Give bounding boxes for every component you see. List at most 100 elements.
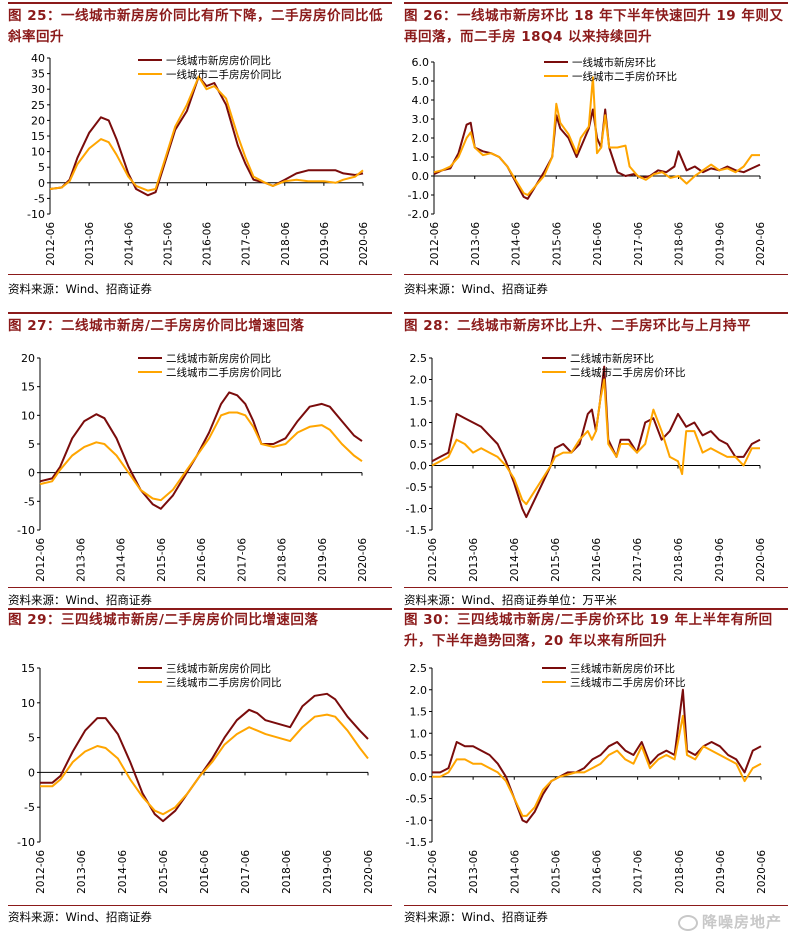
x-tick-label: 2012-06 — [35, 538, 47, 582]
x-tick-label: 2020-06 — [755, 538, 767, 582]
y-tick-label: -5 — [34, 192, 45, 205]
legend-label: 三线城市新房房价环比 — [570, 662, 675, 675]
y-tick-label: 0.0 — [410, 460, 428, 473]
x-tick-label: 2017-06 — [633, 222, 645, 266]
y-tick-label: 10 — [21, 409, 35, 422]
series-line — [432, 688, 762, 824]
x-tick-label: 2017-06 — [632, 538, 644, 582]
x-tick-label: 2013-06 — [75, 538, 87, 582]
x-tick-label: 2014-06 — [116, 538, 128, 582]
y-tick-label: 10 — [21, 697, 35, 710]
x-tick-label: 2017-06 — [633, 850, 645, 894]
title-rule — [8, 2, 392, 4]
chart-panel-25: 图 25：一线城市新房房价同比有所下降，二手房房价同比低斜率回升 -10 -5 0 5… — [8, 0, 392, 310]
line-chart: -1.5 -1.0 -0.5 0.0 0.5 1.0 1.5 2.0 2.5 2012-06 201… — [406, 662, 768, 894]
y-tick-label: 15 — [21, 381, 35, 394]
y-tick-label: -10 — [17, 524, 35, 537]
series-line — [39, 391, 363, 510]
x-tick-label: 2020-06 — [755, 222, 767, 266]
y-tick-label: -1.0 — [406, 814, 427, 827]
y-tick-label: 2.5 — [410, 352, 428, 365]
line-chart: -10 -5 0 5 10 15 20 25 30 35 40 2012-06 2013-06 2014-… — [27, 52, 370, 266]
x-tick-label: 2018-06 — [673, 538, 685, 582]
x-tick-label: 2019-06 — [715, 850, 727, 894]
x-tick-label: 2014-06 — [123, 222, 135, 266]
legend-label: 一线城市二手房房价同比 — [166, 68, 282, 81]
source-note: 资料来源：Wind、招商证券 — [8, 910, 152, 924]
y-tick-label: 30 — [31, 83, 45, 96]
x-tick-label: 2016-06 — [199, 850, 211, 894]
x-tick-label: 2016-06 — [202, 222, 214, 266]
x-tick-label: 2019-06 — [319, 222, 331, 266]
y-tick-label: 4.0 — [412, 94, 430, 107]
y-tick-label: 15 — [21, 662, 35, 675]
source-rule — [8, 274, 392, 275]
x-tick-label: 2014-06 — [509, 850, 521, 894]
y-tick-label: 0 — [28, 766, 35, 779]
brand-name: 降噪房地产 — [701, 913, 782, 931]
x-tick-label: 2016-06 — [592, 850, 604, 894]
y-tick-label: 20 — [31, 114, 45, 127]
x-tick-label: 2018-06 — [277, 538, 289, 582]
legend-label: 三线城市新房房价同比 — [166, 662, 271, 675]
y-tick-label: -1.0 — [408, 189, 429, 202]
x-tick-label: 2013-06 — [84, 222, 96, 266]
source-rule — [404, 905, 788, 906]
x-tick-label: 2013-06 — [468, 538, 480, 582]
chart-title: 图 25：一线城市新房房价同比有所下降，二手房房价同比低斜率回升 — [8, 8, 383, 45]
series-line — [40, 692, 369, 823]
x-tick-label: 2018-06 — [281, 850, 293, 894]
y-tick-label: -10 — [27, 208, 45, 221]
y-tick-label: 5 — [28, 438, 35, 451]
line-chart: -10 -5 0 5 10 15 2012-06 2013-06 2014-06 2015-06 2… — [17, 662, 375, 894]
title-rule — [404, 312, 788, 314]
line-chart: -1.5 -1.0 -0.5 0.0 0.5 1.0 1.5 2.0 2.5 2012-06 201… — [406, 352, 767, 582]
chart-title: 图 28：二线城市新房环比上升、二手房环比与上月持平 — [404, 318, 751, 334]
y-tick-label: 1.0 — [412, 151, 430, 164]
series-line — [433, 76, 760, 196]
y-tick-label: -10 — [17, 836, 35, 849]
series-line — [39, 411, 363, 502]
y-tick-label: -1.5 — [406, 836, 427, 849]
x-tick-label: 2018-06 — [674, 222, 686, 266]
y-tick-label: 15 — [31, 130, 45, 143]
y-tick-label: -2.0 — [408, 208, 429, 221]
source-note: 资料来源：Wind、招商证券单位：万平米 — [404, 593, 617, 607]
line-chart: -10 -5 0 5 10 15 20 2012-06 2013-06 2014-06 2015-0… — [17, 352, 369, 582]
x-tick-label: 2015-06 — [162, 222, 174, 266]
y-tick-label: 5.0 — [412, 75, 430, 88]
source-note: 资料来源：Wind、招商证券 — [8, 282, 152, 296]
y-tick-label: 6.0 — [412, 56, 430, 69]
chart-panel-26: 图 26：一线城市新房环比 18 年下半年快速回升 19 年则又再回落，而二手房… — [404, 0, 788, 310]
chart-panel-28: 图 28：二线城市新房环比上升、二手房环比与上月持平 -1.5 -1.0 -0.5 0… — [404, 310, 788, 620]
y-tick-label: 5 — [28, 732, 35, 745]
source-rule — [8, 905, 392, 906]
title-rule — [404, 2, 788, 4]
source-note: 资料来源：Wind、招商证券 — [404, 910, 548, 924]
x-tick-label: 2012-06 — [427, 538, 439, 582]
y-tick-label: -1.5 — [406, 524, 427, 537]
y-tick-label: 1.0 — [410, 727, 428, 740]
y-tick-label: 2.0 — [410, 684, 428, 697]
series-line — [431, 378, 760, 506]
legend-label: 二线城市新房环比 — [570, 352, 654, 365]
x-tick-label: 2020-06 — [358, 222, 370, 266]
x-tick-label: 2013-06 — [470, 222, 482, 266]
y-tick-label: 0.0 — [410, 771, 428, 784]
x-tick-label: 2013-06 — [76, 850, 88, 894]
x-tick-label: 2016-06 — [196, 538, 208, 582]
x-tick-label: 2016-06 — [592, 222, 604, 266]
x-tick-label: 2020-06 — [363, 850, 375, 894]
x-tick-label: 2017-06 — [236, 538, 248, 582]
legend-label: 二线城市二手房房价环比 — [570, 366, 686, 379]
x-tick-label: 2013-06 — [468, 850, 480, 894]
series-line — [40, 713, 369, 816]
y-tick-label: -5 — [24, 495, 35, 508]
x-tick-label: 2020-06 — [756, 850, 768, 894]
legend-label: 三线城市二手房房价环比 — [570, 676, 686, 689]
y-tick-label: 2.0 — [412, 132, 430, 145]
x-tick-label: 2017-06 — [240, 850, 252, 894]
brand-watermark: 降噪房地产 — [677, 911, 782, 932]
title-rule — [8, 312, 392, 314]
x-tick-label: 2012-06 — [429, 222, 441, 266]
